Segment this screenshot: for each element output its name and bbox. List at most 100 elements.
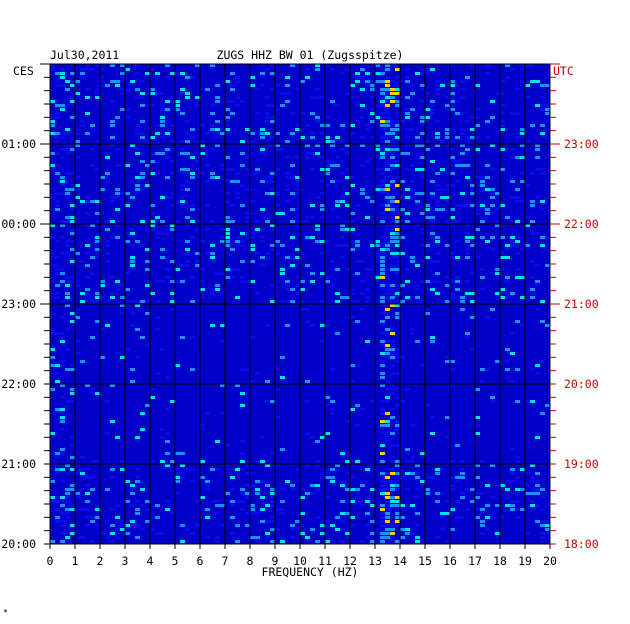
spectrogram-cell — [405, 280, 410, 283]
spectrogram-cell — [260, 460, 265, 463]
spectrogram-cell — [295, 284, 300, 287]
spectrogram-cell — [450, 484, 455, 487]
spectrogram-cell — [290, 192, 295, 195]
spectrogram-cell — [360, 188, 365, 191]
spectrogram-cell — [340, 72, 345, 75]
spectrogram-cell — [525, 96, 530, 99]
spectrogram-cell — [150, 92, 155, 95]
spectrogram-cell — [395, 208, 400, 211]
spectrogram-cell — [400, 516, 405, 519]
spectrogram-cell — [275, 192, 280, 195]
x-tick-label: 19 — [518, 554, 532, 568]
spectrogram-cell — [150, 228, 155, 231]
spectrogram-cell — [540, 488, 545, 491]
spectrogram-cell — [380, 460, 385, 463]
spectrogram-cell — [340, 244, 345, 247]
spectrogram-cell — [540, 236, 545, 239]
spectrogram-cell — [225, 124, 230, 127]
spectrogram-cell — [225, 228, 230, 231]
spectrogram-cell — [165, 64, 170, 67]
spectrogram-cell — [330, 480, 335, 483]
spectrogram-cell — [230, 220, 235, 223]
spectrogram-cell — [225, 492, 230, 495]
spectrogram-cell — [385, 488, 390, 491]
spectrogram-cell — [125, 88, 130, 91]
spectrogram-cell — [545, 108, 550, 111]
spectrogram-cell — [540, 84, 545, 87]
spectrogram-cell — [480, 236, 485, 239]
spectrogram-cell — [440, 196, 445, 199]
spectrogram-cell — [390, 168, 395, 171]
spectrogram-cell — [270, 284, 275, 287]
spectrogram-cell — [530, 400, 535, 403]
spectrogram-cell — [385, 504, 390, 507]
spectrogram-cell — [260, 148, 265, 151]
spectrogram-cell — [60, 428, 65, 431]
spectrogram-cell — [365, 500, 370, 503]
spectrogram-cell — [390, 188, 395, 191]
spectrogram-cell — [380, 428, 385, 431]
spectrogram-cell — [445, 500, 450, 503]
spectrogram-cell — [60, 452, 65, 455]
spectrogram-cell — [70, 488, 75, 491]
spectrogram-cell — [115, 436, 120, 439]
spectrogram-cell — [225, 80, 230, 83]
spectrogram-cell — [95, 460, 100, 463]
spectrogram-cell — [70, 388, 75, 391]
spectrogram-cell — [125, 192, 130, 195]
spectrogram-cell — [240, 468, 245, 471]
spectrogram-cell — [240, 152, 245, 155]
spectrogram-cell — [65, 144, 70, 147]
spectrogram-cell — [155, 532, 160, 535]
spectrogram-cell — [505, 64, 510, 67]
spectrogram-cell — [535, 144, 540, 147]
spectrogram-cell — [160, 348, 165, 351]
spectrogram-cell — [420, 152, 425, 155]
spectrogram-cell — [245, 232, 250, 235]
spectrogram-cell — [435, 292, 440, 295]
spectrogram-cell — [370, 84, 375, 87]
spectrogram-cell — [480, 492, 485, 495]
spectrogram-cell — [420, 144, 425, 147]
spectrogram-cell — [110, 296, 115, 299]
spectrogram-cell — [385, 208, 390, 211]
spectrogram-cell — [235, 172, 240, 175]
spectrogram-cell — [300, 496, 305, 499]
spectrogram-cell — [130, 488, 135, 491]
spectrogram-cell — [310, 528, 315, 531]
spectrogram-cell — [275, 464, 280, 467]
spectrogram-cell — [240, 100, 245, 103]
spectrogram-cell — [85, 508, 90, 511]
spectrogram-cell — [265, 180, 270, 183]
spectrogram-cell — [470, 244, 475, 247]
spectrogram-cell — [465, 120, 470, 123]
spectrogram-cell — [80, 292, 85, 295]
spectrogram-cell — [310, 96, 315, 99]
spectrogram-cell — [445, 244, 450, 247]
spectrogram-cell — [490, 464, 495, 467]
spectrogram-cell — [420, 452, 425, 455]
spectrogram-cell — [60, 68, 65, 71]
spectrogram-cell — [180, 336, 185, 339]
spectrogram-cell — [365, 300, 370, 303]
spectrogram-cell — [360, 468, 365, 471]
spectrogram-cell — [345, 192, 350, 195]
spectrogram-cell — [355, 260, 360, 263]
spectrogram-cell — [115, 520, 120, 523]
spectrogram-cell — [230, 500, 235, 503]
y-right-tick-label: 20:00 — [564, 377, 599, 391]
spectrogram-cell — [320, 192, 325, 195]
spectrogram-cell — [200, 508, 205, 511]
spectrogram-cell — [385, 248, 390, 251]
spectrogram-cell — [100, 64, 105, 67]
spectrogram-cell — [480, 188, 485, 191]
spectrogram-cell — [430, 340, 435, 343]
spectrogram-cell — [315, 228, 320, 231]
spectrogram-cell — [485, 208, 490, 211]
spectrogram-cell — [55, 292, 60, 295]
spectrogram-cell — [225, 244, 230, 247]
spectrogram-cell — [350, 88, 355, 91]
spectrogram-cell — [60, 108, 65, 111]
spectrogram-cell — [450, 192, 455, 195]
spectrogram-cell — [235, 180, 240, 183]
